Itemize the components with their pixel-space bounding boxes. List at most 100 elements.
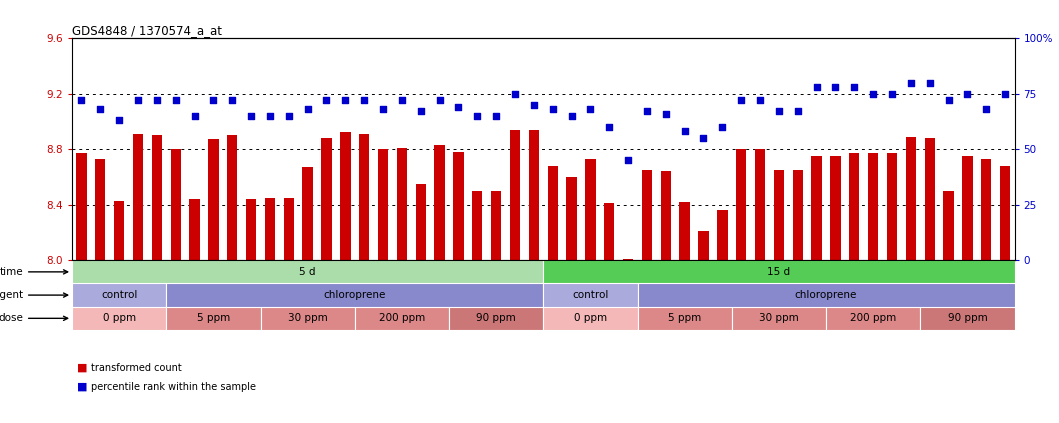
Bar	[717, 210, 728, 260]
Text: chloroprene: chloroprene	[795, 290, 857, 300]
Bar	[849, 153, 860, 260]
Text: control: control	[101, 290, 138, 300]
Bar	[792, 170, 803, 260]
Text: 90 ppm: 90 ppm	[948, 313, 987, 323]
Bar	[76, 153, 87, 260]
Point	[827, 84, 844, 91]
Bar	[170, 149, 181, 260]
Point	[394, 97, 411, 104]
Bar	[543, 260, 1015, 283]
Point	[921, 79, 938, 86]
Bar	[543, 283, 638, 307]
Bar	[151, 135, 162, 260]
Text: 5 ppm: 5 ppm	[668, 313, 701, 323]
Bar	[449, 307, 543, 330]
Bar	[472, 191, 483, 260]
Text: 200 ppm: 200 ppm	[850, 313, 896, 323]
Bar	[543, 307, 638, 330]
Point	[337, 97, 354, 104]
Point	[186, 113, 203, 119]
Bar	[166, 307, 261, 330]
Point	[940, 97, 957, 104]
Point	[600, 124, 617, 130]
Text: GDS4848 / 1370574_a_at: GDS4848 / 1370574_a_at	[72, 24, 222, 37]
Bar	[661, 171, 671, 260]
Point	[262, 113, 279, 119]
Bar	[920, 307, 1015, 330]
Bar	[303, 167, 312, 260]
Text: control: control	[572, 290, 609, 300]
Text: percentile rank within the sample: percentile rank within the sample	[91, 382, 256, 392]
Bar	[528, 130, 539, 260]
Point	[808, 84, 825, 91]
Point	[300, 106, 317, 113]
Text: ■: ■	[77, 382, 88, 392]
Point	[111, 117, 127, 124]
Text: 15 d: 15 d	[768, 267, 790, 277]
Text: agent: agent	[0, 290, 68, 300]
Bar	[284, 198, 294, 260]
Point	[450, 104, 467, 110]
Bar	[190, 199, 200, 260]
Bar	[397, 148, 407, 260]
Bar	[261, 307, 355, 330]
Point	[977, 106, 994, 113]
Point	[318, 97, 335, 104]
Text: transformed count: transformed count	[91, 363, 182, 373]
Bar	[905, 137, 916, 260]
Bar	[774, 170, 784, 260]
Bar	[548, 166, 558, 260]
Point	[771, 108, 788, 115]
Bar	[736, 149, 747, 260]
Text: 200 ppm: 200 ppm	[379, 313, 425, 323]
Point	[620, 157, 636, 164]
Point	[846, 84, 863, 91]
Bar	[925, 138, 935, 260]
Bar	[1000, 166, 1010, 260]
Point	[412, 108, 429, 115]
Point	[639, 108, 656, 115]
Point	[243, 113, 259, 119]
Point	[752, 97, 769, 104]
Point	[714, 124, 731, 130]
Bar	[415, 184, 426, 260]
Bar	[114, 201, 124, 260]
Text: chloroprene: chloroprene	[324, 290, 385, 300]
Point	[487, 113, 505, 119]
Bar	[359, 134, 370, 260]
Bar	[321, 138, 331, 260]
Bar	[72, 283, 166, 307]
Point	[148, 97, 165, 104]
Bar	[826, 307, 920, 330]
Bar	[340, 132, 351, 260]
Bar	[166, 283, 543, 307]
Bar	[72, 260, 543, 283]
Point	[789, 108, 806, 115]
Bar	[830, 156, 841, 260]
Point	[506, 90, 523, 97]
Text: 0 ppm: 0 ppm	[103, 313, 136, 323]
Text: 0 ppm: 0 ppm	[574, 313, 607, 323]
Point	[733, 97, 750, 104]
Bar	[453, 152, 464, 260]
Point	[356, 97, 373, 104]
Bar	[698, 231, 708, 260]
Bar	[434, 145, 445, 260]
Bar	[963, 156, 972, 260]
Point	[582, 106, 599, 113]
Text: 30 ppm: 30 ppm	[759, 313, 798, 323]
Bar	[638, 307, 732, 330]
Bar	[72, 307, 166, 330]
Text: ■: ■	[77, 363, 88, 373]
Bar	[355, 307, 449, 330]
Bar	[567, 177, 577, 260]
Bar	[638, 283, 1015, 307]
Point	[677, 128, 694, 135]
Point	[92, 106, 109, 113]
Text: dose: dose	[0, 313, 68, 323]
Point	[375, 106, 392, 113]
Point	[223, 97, 240, 104]
Text: 5 ppm: 5 ppm	[197, 313, 230, 323]
Bar	[265, 198, 275, 260]
Point	[129, 97, 146, 104]
